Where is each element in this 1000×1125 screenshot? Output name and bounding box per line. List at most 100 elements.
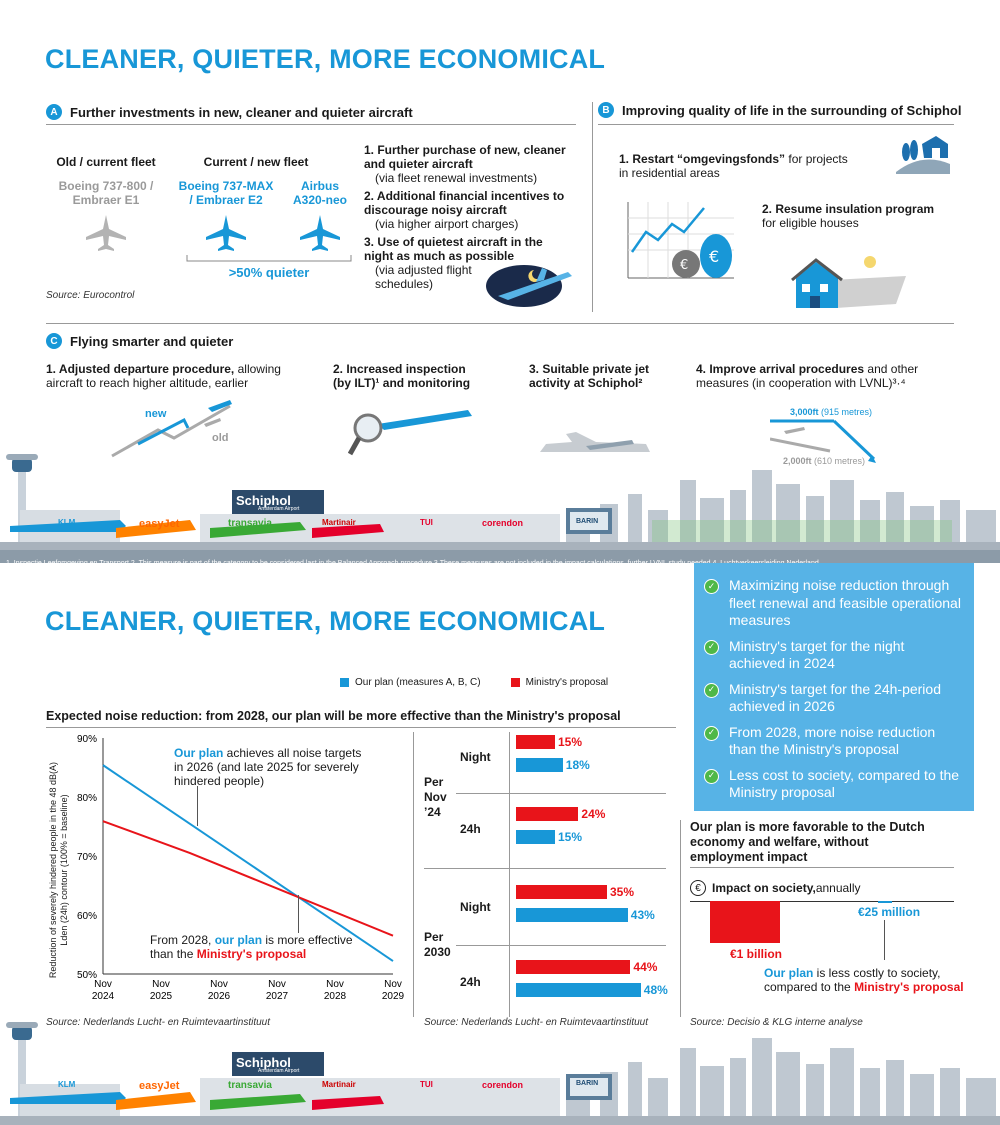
impact-title-rest: annually — [815, 881, 861, 895]
cost-plan-label: €25 million — [858, 905, 921, 919]
tui-logo: TUI — [420, 518, 433, 527]
check-icon: ✓ — [704, 725, 719, 741]
klm-logo-2: KLM — [58, 1080, 76, 1089]
bar-plan-2 — [516, 908, 628, 922]
annotation-2028-red: Ministry's proposal — [196, 947, 307, 961]
group-label-nov24: Per Nov ’24 — [424, 775, 447, 819]
annotation-2028-pre: From 2028, — [150, 933, 215, 947]
schiphol-sign-2: Schiphol — [236, 1055, 291, 1070]
alt-high-rest: (915 metres) — [818, 407, 873, 417]
annotation-2028: From 2028, our plan is more effective th… — [150, 933, 370, 961]
insulated-house-icon — [791, 256, 906, 308]
departure-procedure-icon — [111, 400, 232, 458]
a-item-2-title: 2. Additional financial incentives to di… — [364, 189, 565, 217]
cost-bar-plan — [878, 901, 892, 903]
bar-ministry-3 — [516, 960, 631, 974]
chart-title: Expected noise reduction: from 2028, our… — [46, 709, 621, 723]
bar-label-ministry-2: 35% — [610, 885, 635, 899]
bar-plan-1 — [516, 830, 555, 844]
transavia-logo-2: transavia — [228, 1080, 272, 1091]
x-tick-label-year: 2029 — [382, 991, 405, 1002]
summary-panel: ✓ Maximizing noise reduction through flee… — [694, 563, 974, 811]
new-fleet-bracket — [186, 255, 352, 262]
farm-icon — [896, 136, 950, 174]
barin-logo-2: BARIN — [576, 1080, 599, 1087]
y-tick-label: 90% — [77, 734, 97, 745]
bar-label-plan-1: 15% — [558, 830, 583, 844]
section-c-header: C Flying smarter and quieter — [46, 333, 233, 349]
noise-reduction-line-chart: 90%80%70%60%50%Nov2024Nov2025Nov2026Nov2… — [77, 734, 405, 1002]
cost-note: Our plan is less costly to society, comp… — [764, 966, 964, 994]
annotation-2028-mid: is more effective than the — [150, 933, 353, 961]
x-tick-label-year: 2027 — [266, 991, 289, 1002]
cat-night-1: Night — [460, 750, 491, 764]
alt-high-bold: 3,000ft — [790, 407, 819, 417]
annotation-plan-blue: Our plan — [174, 746, 224, 760]
impact-header: € Impact on society, annually — [690, 880, 861, 896]
legend-swatch-plan — [340, 678, 349, 687]
new-airplane-icon-1 — [206, 215, 246, 251]
y-tick-label: 60% — [77, 911, 97, 922]
schiphol-sign: Schiphol — [236, 493, 291, 508]
summary-item-5-text: Less cost to society, compared to the Mi… — [729, 766, 960, 801]
x-tick-label-year: 2024 — [92, 991, 115, 1002]
bar-plan-0 — [516, 758, 563, 772]
svg-text:€: € — [709, 247, 719, 266]
old-fleet-header: Old / current fleet — [56, 155, 156, 169]
bar-label-ministry-1: 24% — [581, 807, 606, 821]
summary-item-3-text: Ministry's target for the 24h-period ach… — [729, 680, 941, 715]
airport-skyline-bottom — [0, 1022, 1000, 1125]
new-fleet-name-2: Airbus A320-neo — [292, 179, 348, 207]
a-item-3-sub: (via adjusted flight schedules) — [375, 263, 472, 291]
section-a-badge: A — [46, 104, 62, 120]
x-tick-label: Nov — [152, 979, 170, 990]
impact-title-bold: Impact on society, — [712, 881, 816, 895]
new-fleet-name-1: Boeing 737-MAX / Embraer E2 — [178, 179, 274, 207]
c-item-1: 1. Adjusted departure procedure, allowin… — [46, 362, 286, 390]
a-item-1-title: 1. Further purchase of new, cleaner and … — [364, 143, 566, 171]
summary-item-2-text: Ministry's target for the night achieved… — [729, 637, 905, 672]
section-a-header: A Further investments in new, cleaner an… — [46, 104, 413, 120]
y-tick-label: 70% — [77, 852, 97, 863]
new-fleet-header: Current / new fleet — [203, 155, 309, 169]
bar-label-plan-2: 43% — [630, 908, 655, 922]
summary-item-2: ✓ Ministry's target for the night achieve… — [704, 638, 964, 673]
airport-skyline-top — [0, 454, 1000, 550]
bar-label-ministry-3: 44% — [633, 960, 658, 974]
legend-swatch-ministry — [510, 678, 520, 687]
chart-legend: Our plan (measures A, B, C) Ministry's p… — [340, 677, 608, 688]
corendon-logo: corendon — [482, 518, 524, 528]
summary-item-1: ✓ Maximizing noise reduction through flee… — [704, 577, 964, 630]
cat-24h-2: 24h — [460, 975, 481, 989]
private-jet-icon — [540, 432, 650, 452]
check-icon: ✓ — [704, 639, 719, 655]
alt-low-rest: (610 metres) — [811, 456, 866, 466]
a-item-3-title: 3. Use of quietest aircraft in the night… — [364, 235, 543, 263]
section-b-header: B Improving quality of life in the surro… — [598, 102, 961, 118]
b-item-1: 1. Restart “omgevingsfonds” for projects… — [619, 152, 849, 180]
b-item-1-title: 1. Restart “omgevingsfonds” — [619, 152, 786, 166]
cost-note-blue: Our plan — [764, 966, 814, 980]
a-item-1-sub: (via fleet renewal investments) — [375, 171, 538, 185]
x-tick-label: Nov — [268, 979, 286, 990]
y-tick-label: 80% — [77, 793, 97, 804]
check-icon: ✓ — [704, 682, 719, 698]
section-c-badge: C — [46, 333, 62, 349]
b-item-2-title: 2. Resume insulation program — [762, 202, 935, 216]
footnote-text: 1. Inspectie Leefomgeving en Transport 2… — [6, 560, 819, 567]
transavia-logo: transavia — [228, 518, 272, 529]
series-line-ministry — [102, 820, 394, 937]
schiphol-sign-sub: Amsterdam Airport — [258, 506, 300, 512]
summary-item-3: ✓ Ministry's target for the 24h-period ac… — [704, 681, 964, 716]
source-nlr-1: Source: Nederlands Lucht- en Ruimtevaart… — [46, 1017, 271, 1028]
summary-item-1-text: Maximizing noise reduction through fleet… — [729, 577, 961, 628]
annotation-2028-blue: our plan — [214, 933, 263, 947]
section-a-list: 1. Further purchase of new, cleaner and … — [364, 143, 569, 291]
x-tick-label: Nov — [210, 979, 228, 990]
new-airplane-icon-2 — [300, 215, 340, 251]
bar-ministry-2 — [516, 885, 607, 899]
b-item-2-sub: for eligible houses — [762, 216, 859, 230]
klm-logo: KLM — [58, 518, 76, 527]
bar-plan-3 — [516, 983, 641, 997]
old-airplane-icon — [86, 215, 126, 251]
